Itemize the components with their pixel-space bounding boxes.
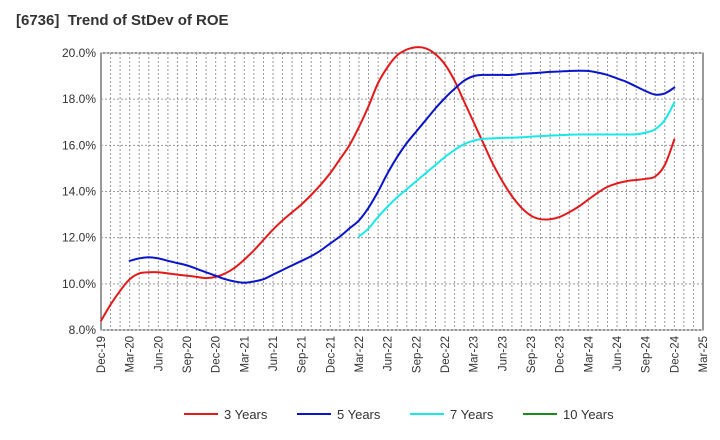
x-tick-label: Sep-22 (411, 336, 423, 373)
x-tick-label: Dec-19 (96, 336, 108, 373)
x-tick-label: Sep-21 (297, 336, 309, 373)
x-tick-label: Mar-24 (583, 335, 595, 372)
x-tick-label: Mar-25 (698, 336, 710, 372)
chart-title: [6736] Trend of StDev of ROE (16, 12, 229, 29)
legend: 3 Years 5 Years 7 Years 10 Years (184, 407, 614, 422)
legend-label: 7 Years (450, 407, 494, 422)
x-tick-label: Jun-22 (383, 336, 395, 371)
x-tick-label: Jun-24 (612, 335, 624, 371)
x-tick-label: Mar-20 (125, 336, 137, 372)
x-tick-label: Jun-20 (153, 336, 165, 371)
x-tick-label: Mar-21 (239, 336, 251, 372)
y-axis-ticks: 8.0% 10.0% 12.0% 14.0% 16.0% 18.0% 20.0% (62, 46, 96, 337)
x-tick-label: Dec-20 (211, 336, 223, 373)
x-tick-label: Jun-21 (268, 336, 280, 371)
x-tick-label: Jun-23 (497, 336, 509, 371)
x-tick-label: Mar-23 (469, 336, 481, 372)
legend-label: 3 Years (224, 407, 268, 422)
legend-label: 5 Years (337, 407, 381, 422)
x-axis-ticks: Dec-19 Mar-20 Jun-20 Sep-20 Dec-20 Mar-21 Jun-… (96, 335, 710, 373)
series-line-5-years (128, 69, 676, 284)
y-tick-label: 16.0% (62, 138, 96, 152)
x-tick-label: Dec-24 (669, 335, 681, 373)
x-tick-label: Dec-21 (325, 336, 337, 373)
y-tick-label: 14.0% (62, 185, 96, 199)
y-tick-label: 20.0% (62, 46, 96, 60)
legend-label: 10 Years (563, 407, 614, 422)
series-lines (100, 46, 676, 322)
x-tick-label: Sep-20 (182, 336, 194, 373)
y-tick-label: 12.0% (62, 231, 96, 245)
x-tick-label: Sep-24 (641, 335, 653, 373)
x-tick-label: Dec-22 (440, 336, 452, 373)
y-tick-label: 18.0% (62, 92, 96, 106)
x-tick-label: Mar-22 (354, 336, 366, 372)
y-tick-label: 10.0% (62, 277, 96, 291)
series-line-3-years (100, 46, 676, 322)
x-tick-label: Dec-23 (555, 336, 567, 373)
grid-lines (101, 52, 703, 331)
series-line-7-years (358, 101, 676, 238)
x-tick-label: Sep-23 (526, 336, 538, 373)
y-tick-label: 8.0% (69, 323, 97, 337)
